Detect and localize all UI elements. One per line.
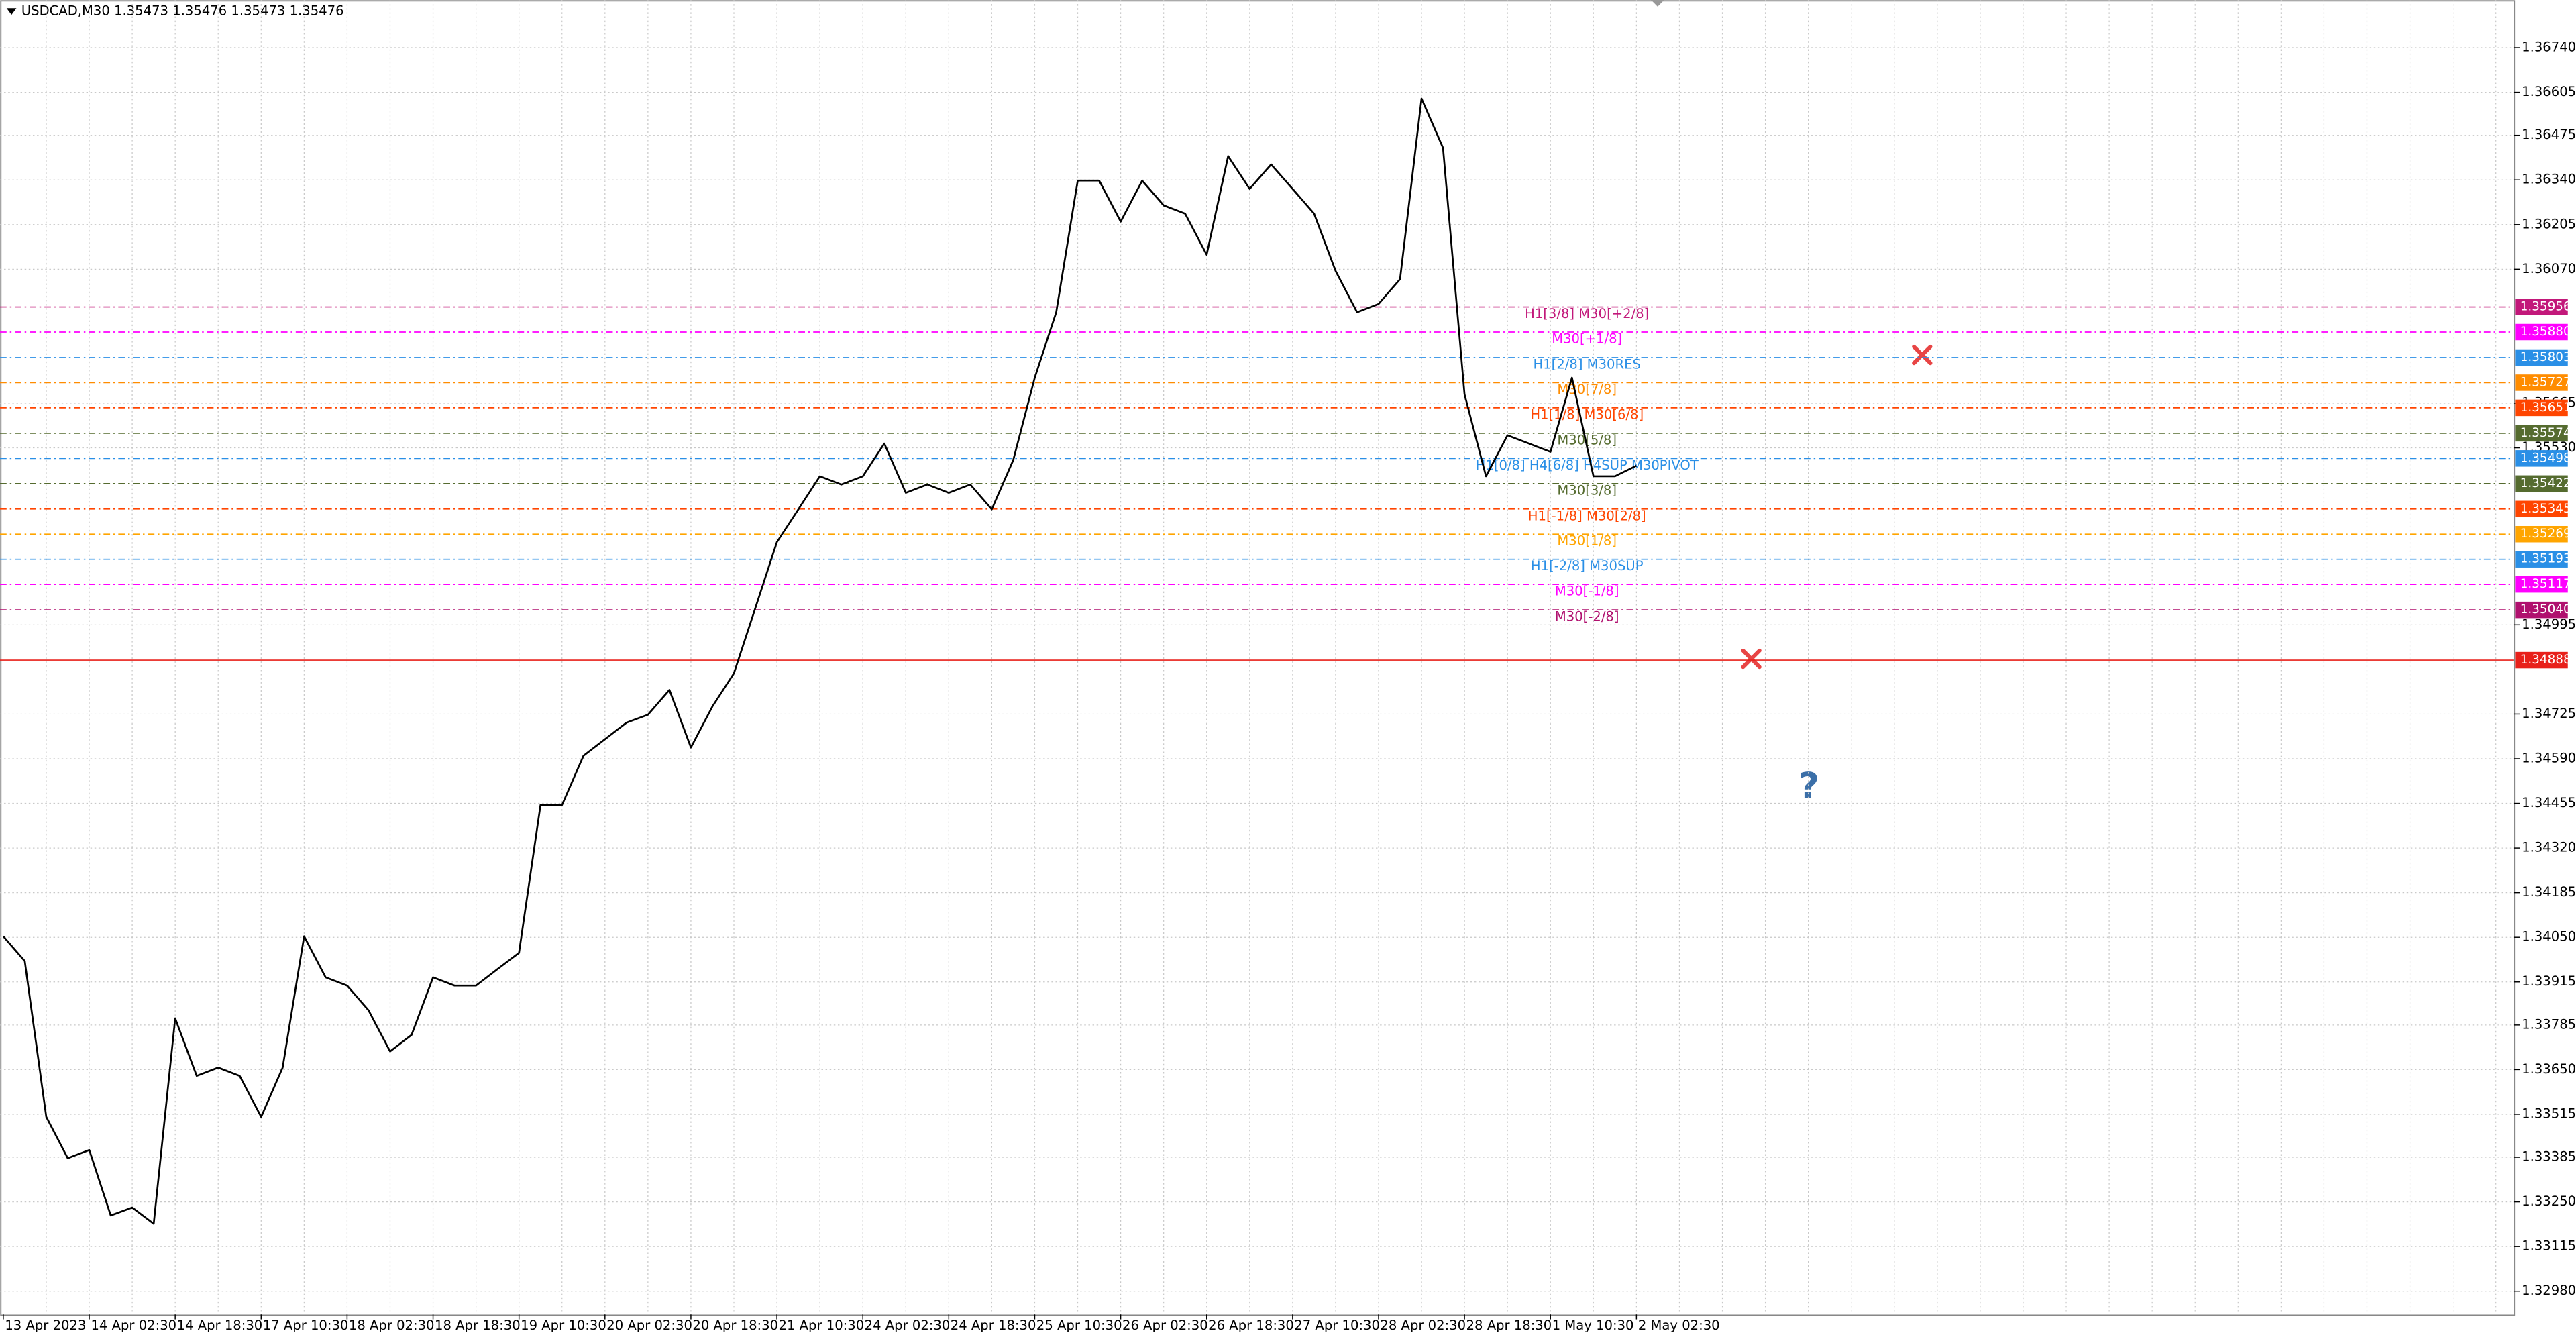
x-tick-label: 26 Apr 18:30 [1208,1318,1294,1333]
y-tick-label: 1.34185 [2522,884,2576,900]
y-tick-label: 1.33915 [2522,973,2576,989]
price-tag [2515,475,2568,492]
price-tag [2515,651,2568,669]
price-tag [2515,349,2568,366]
price-tag [2515,323,2568,341]
price-tag-label: 1.35803 [2520,350,2571,364]
y-tick-label: 1.36605 [2522,84,2576,99]
y-tick-label: 1.33250 [2522,1193,2576,1209]
level-label: H1[1/8] M30[6/8] [1530,407,1644,422]
price-tag-label: 1.35880 [2520,325,2571,339]
y-tick-label: 1.36740 [2522,40,2576,55]
cross-marker [1912,344,1933,366]
y-tick-label: 1.34995 [2522,617,2576,632]
plot-frame [0,0,2516,1316]
x-tick-label: 28 Apr 18:30 [1466,1318,1552,1333]
level-label: M30[3/8] [1557,482,1617,498]
y-tick-label: 1.36205 [2522,216,2576,231]
price-tag [2515,500,2568,518]
x-tick-label: 20 Apr 18:30 [692,1318,778,1333]
y-tick-label: 1.33385 [2522,1149,2576,1165]
price-tag-label: 1.35422 [2520,476,2571,490]
price-tag-label: 1.35727 [2520,375,2571,389]
x-tick-label: 18 Apr 02:30 [349,1318,435,1333]
y-tick-label: 1.36475 [2522,127,2576,142]
price-tag-label: 1.35117 [2520,577,2571,591]
x-tick-label: 1 May 10:30 [1552,1318,1634,1333]
price-tag-label: 1.35269 [2520,527,2571,541]
level-label: H1[2/8] M30RES [1534,356,1641,372]
x-tick-label: 14 Apr 02:30 [91,1318,176,1333]
chart-title: USDCAD,M30 1.35473 1.35476 1.35473 1.354… [21,3,344,19]
x-tick-label: 24 Apr 18:30 [951,1318,1036,1333]
price-tag [2515,601,2568,619]
x-tick-label: 14 Apr 18:30 [177,1318,263,1333]
x-tick-label: 13 Apr 2023 [5,1318,86,1333]
y-tick-label: 1.36070 [2522,261,2576,276]
price-tag [2515,551,2568,568]
level-label: M30[7/8] [1557,382,1617,397]
cross-marker [1741,648,1762,670]
y-tick-label: 1.33650 [2522,1061,2576,1077]
x-tick-label: 2 May 02:30 [1638,1318,1720,1333]
y-tick-label: 1.34050 [2522,929,2576,945]
x-tick-label: 27 Apr 10:30 [1294,1318,1380,1333]
y-tick-label: 1.33785 [2522,1016,2576,1032]
y-tick-label: 1.33115 [2522,1238,2576,1254]
x-tick-label: 19 Apr 10:30 [521,1318,606,1333]
level-label: M30[-1/8] [1555,584,1619,599]
x-tick-label: 25 Apr 10:30 [1036,1318,1122,1333]
price-tag-label: 1.35040 [2520,602,2571,617]
y-tick-label: 1.34590 [2522,750,2576,765]
price-tag-label: 1.35956 [2520,300,2571,314]
level-label: M30[+1/8] [1552,331,1622,347]
y-tick-label: 1.32980 [2522,1283,2576,1298]
price-tag-label: 1.35193 [2520,552,2571,566]
price-tag-label: 1.35574 [2520,426,2571,440]
level-label: M30[-2/8] [1555,609,1619,625]
level-label: H1[-2/8] M30SUP [1531,558,1644,574]
level-label: H1[-1/8] M30[2/8] [1528,508,1646,523]
y-tick-label: 1.34320 [2522,840,2576,855]
price-line [2,97,1637,1225]
price-tag [2515,576,2568,593]
price-tag [2515,450,2568,467]
menu-arrow [6,8,17,15]
price-tag [2515,425,2568,442]
x-tick-label: 28 Apr 02:30 [1380,1318,1466,1333]
level-label: H1[0/8] H4[6/8] H4SUP M30PIVOT [1476,458,1699,473]
price-tag-label: 1.35345 [2520,502,2571,516]
x-tick-label: 24 Apr 02:30 [865,1318,951,1333]
level-label: M30[5/8] [1557,432,1617,447]
x-tick-label: 18 Apr 18:30 [435,1318,521,1333]
question-icon: ? [1799,765,1819,807]
y-tick-label: 1.36340 [2522,172,2576,187]
shift-marker [1651,0,1664,7]
price-tag [2515,399,2568,417]
price-tag-label: 1.34888 [2520,653,2571,667]
y-tick-label: 1.34455 [2522,795,2576,810]
level-label: H1[3/8] M30[+2/8] [1525,306,1649,321]
x-tick-label: 21 Apr 10:30 [779,1318,865,1333]
price-tag [2515,299,2568,315]
x-tick-label: 17 Apr 10:30 [263,1318,349,1333]
y-tick-label: 1.34725 [2522,706,2576,721]
price-tag-label: 1.35651 [2520,400,2571,415]
price-tag [2515,525,2568,543]
price-tag-label: 1.35498 [2520,451,2571,465]
y-tick-label: 1.33515 [2522,1106,2576,1121]
level-label: M30[1/8] [1557,533,1617,549]
x-tick-label: 26 Apr 02:30 [1122,1318,1208,1333]
x-tick-label: 20 Apr 02:30 [606,1318,692,1333]
price-tag [2515,374,2568,391]
